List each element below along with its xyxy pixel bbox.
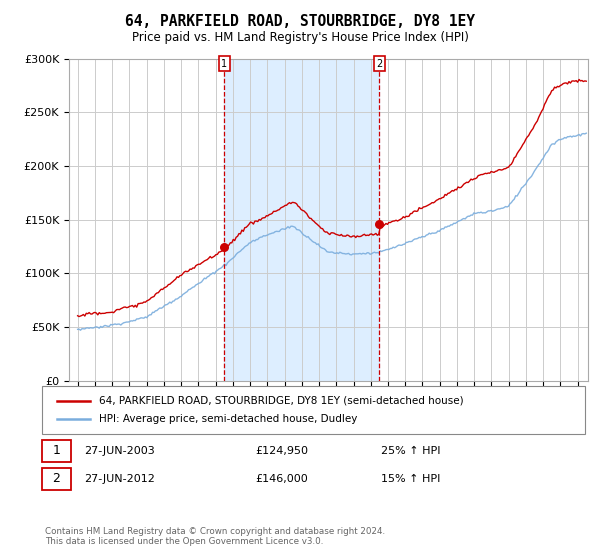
Text: 64, PARKFIELD ROAD, STOURBRIDGE, DY8 1EY: 64, PARKFIELD ROAD, STOURBRIDGE, DY8 1EY — [125, 14, 475, 29]
Text: 2: 2 — [376, 59, 382, 69]
Text: 1: 1 — [52, 444, 61, 458]
Text: HPI: Average price, semi-detached house, Dudley: HPI: Average price, semi-detached house,… — [99, 414, 358, 424]
Text: 27-JUN-2012: 27-JUN-2012 — [84, 474, 155, 484]
Bar — [224, 59, 379, 381]
Text: 1: 1 — [221, 59, 227, 69]
Text: Price paid vs. HM Land Registry's House Price Index (HPI): Price paid vs. HM Land Registry's House … — [131, 31, 469, 44]
Text: 27-JUN-2003: 27-JUN-2003 — [84, 446, 155, 456]
Point — [374, 220, 384, 228]
Text: £124,950: £124,950 — [255, 446, 308, 456]
Text: 15% ↑ HPI: 15% ↑ HPI — [381, 474, 440, 484]
Text: 25% ↑ HPI: 25% ↑ HPI — [381, 446, 440, 456]
Text: 64, PARKFIELD ROAD, STOURBRIDGE, DY8 1EY (semi-detached house): 64, PARKFIELD ROAD, STOURBRIDGE, DY8 1EY… — [99, 396, 464, 406]
Text: £146,000: £146,000 — [255, 474, 308, 484]
Text: Contains HM Land Registry data © Crown copyright and database right 2024.
This d: Contains HM Land Registry data © Crown c… — [45, 526, 385, 546]
Text: 2: 2 — [52, 472, 61, 486]
Point — [220, 242, 229, 251]
